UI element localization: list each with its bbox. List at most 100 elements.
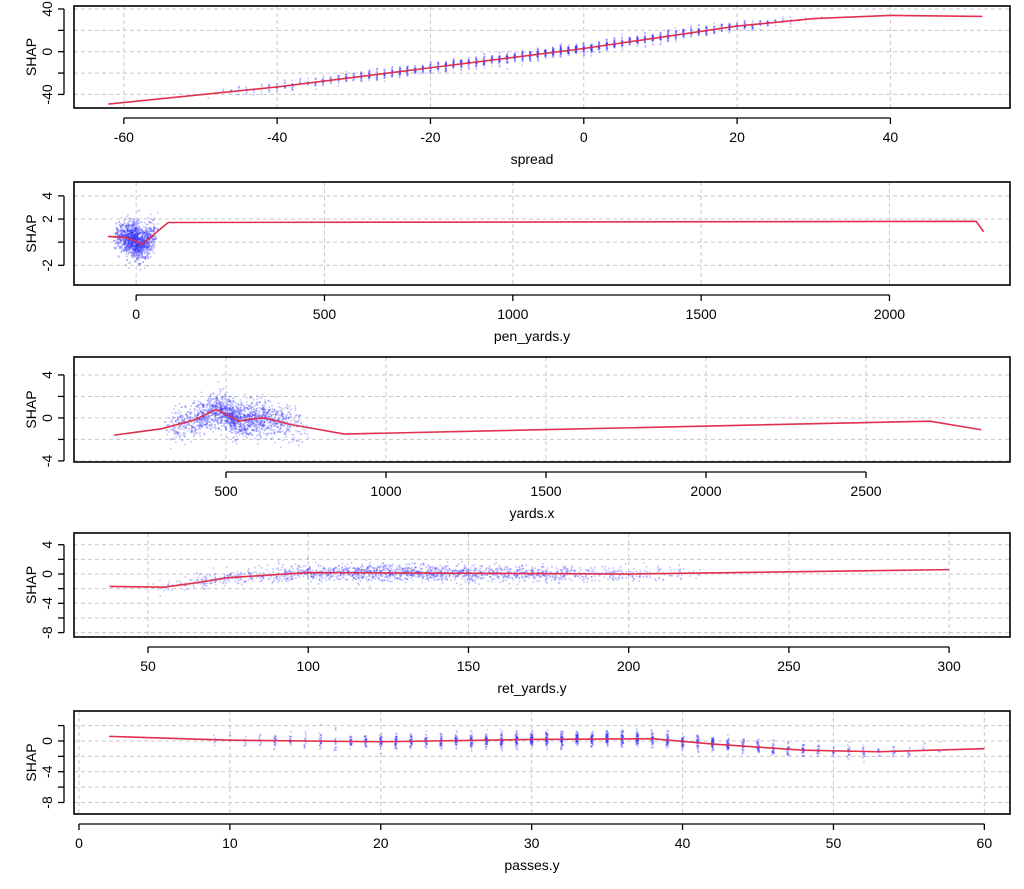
data-point bbox=[140, 236, 143, 238]
data-point bbox=[126, 244, 129, 246]
data-point bbox=[177, 417, 179, 420]
data-point bbox=[280, 426, 282, 428]
data-point bbox=[124, 248, 127, 251]
data-point bbox=[407, 65, 409, 68]
data-point bbox=[743, 23, 746, 25]
data-point bbox=[209, 395, 212, 398]
data-point bbox=[124, 241, 127, 244]
data-point bbox=[121, 223, 123, 225]
data-point bbox=[150, 234, 152, 236]
data-point bbox=[621, 40, 624, 42]
data-point bbox=[368, 76, 371, 78]
data-point bbox=[767, 23, 770, 26]
data-point bbox=[345, 76, 347, 79]
data-point bbox=[131, 243, 134, 245]
data-point bbox=[129, 230, 131, 233]
data-point bbox=[147, 236, 149, 239]
data-point bbox=[142, 236, 144, 238]
data-point bbox=[652, 35, 654, 38]
data-point bbox=[140, 242, 142, 244]
data-point bbox=[528, 58, 531, 61]
data-point bbox=[136, 245, 139, 247]
data-point bbox=[367, 77, 370, 80]
data-point bbox=[240, 427, 243, 430]
data-point bbox=[597, 46, 600, 49]
data-point bbox=[131, 232, 134, 234]
data-point bbox=[123, 237, 126, 240]
data-point bbox=[217, 413, 219, 416]
data-point bbox=[129, 231, 132, 233]
data-point bbox=[247, 429, 249, 431]
data-point bbox=[215, 397, 217, 400]
data-point bbox=[582, 43, 585, 45]
data-point bbox=[506, 56, 509, 58]
data-point bbox=[149, 230, 151, 233]
data-point bbox=[590, 48, 592, 50]
data-point bbox=[445, 61, 447, 64]
data-point bbox=[429, 72, 432, 74]
data-point bbox=[209, 428, 211, 430]
data-point bbox=[148, 252, 151, 255]
x-tick-label: 2000 bbox=[874, 306, 905, 322]
data-point bbox=[266, 413, 268, 415]
data-point bbox=[130, 232, 133, 235]
data-point bbox=[218, 416, 220, 419]
data-point bbox=[148, 249, 151, 252]
data-point bbox=[621, 45, 624, 47]
data-point bbox=[429, 60, 432, 63]
data-point bbox=[390, 72, 393, 75]
data-point bbox=[460, 59, 463, 61]
data-point bbox=[250, 397, 253, 399]
data-point bbox=[119, 239, 122, 242]
data-point bbox=[218, 414, 221, 417]
data-point bbox=[137, 223, 139, 225]
data-point bbox=[143, 257, 146, 259]
data-point bbox=[140, 253, 143, 255]
data-point bbox=[261, 428, 263, 430]
data-point bbox=[278, 429, 280, 432]
data-point bbox=[406, 68, 409, 70]
data-point bbox=[139, 237, 142, 239]
data-point bbox=[666, 39, 669, 42]
data-point bbox=[178, 426, 181, 429]
data-point bbox=[126, 234, 128, 236]
data-point bbox=[575, 50, 578, 52]
data-point bbox=[143, 239, 146, 242]
data-point bbox=[713, 26, 716, 28]
data-point bbox=[322, 79, 325, 82]
data-point bbox=[467, 66, 470, 68]
data-point bbox=[140, 248, 142, 251]
data-point bbox=[544, 54, 547, 57]
data-point bbox=[294, 420, 297, 422]
data-point bbox=[118, 237, 120, 240]
data-point bbox=[536, 51, 539, 54]
data-point bbox=[606, 47, 608, 50]
data-point bbox=[399, 67, 402, 70]
data-point bbox=[114, 232, 117, 235]
data-point bbox=[605, 42, 608, 44]
data-point bbox=[605, 41, 608, 44]
data-point bbox=[375, 70, 378, 73]
data-point bbox=[345, 78, 348, 81]
data-point bbox=[153, 227, 155, 230]
data-point bbox=[151, 237, 153, 240]
data-point bbox=[567, 52, 570, 54]
data-point bbox=[445, 68, 448, 71]
data-point bbox=[190, 405, 193, 407]
data-point bbox=[141, 239, 143, 241]
data-point bbox=[721, 29, 724, 32]
data-point bbox=[675, 40, 677, 43]
data-point bbox=[522, 60, 524, 63]
data-point bbox=[143, 236, 146, 239]
data-point bbox=[256, 416, 259, 418]
data-point bbox=[129, 251, 131, 253]
data-point bbox=[123, 229, 126, 231]
data-point bbox=[144, 239, 146, 241]
data-point bbox=[139, 251, 142, 253]
data-point bbox=[513, 54, 516, 56]
data-point bbox=[137, 259, 140, 261]
data-point bbox=[220, 416, 223, 418]
data-point bbox=[643, 41, 646, 43]
data-point bbox=[383, 68, 385, 71]
data-point bbox=[505, 56, 508, 58]
